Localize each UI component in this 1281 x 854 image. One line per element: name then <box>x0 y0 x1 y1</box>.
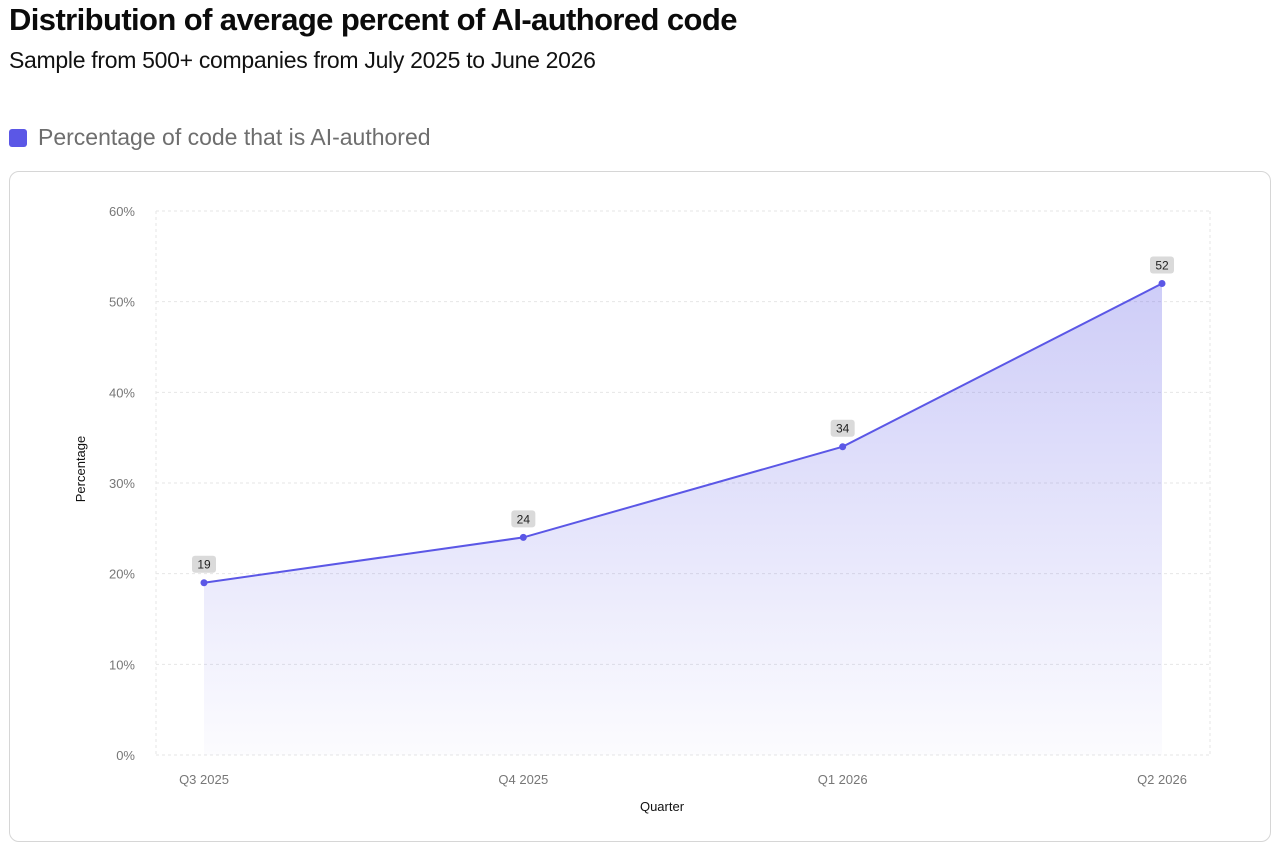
data-label: 34 <box>836 422 850 436</box>
data-points[interactable] <box>200 280 1166 587</box>
data-label-box <box>511 510 536 528</box>
chart-title: Distribution of average percent of AI-au… <box>9 2 737 37</box>
series-area <box>204 283 1162 755</box>
x-axis-ticks: Q3 2025 Q4 2025 Q1 2026 Q2 2026 <box>179 772 1187 787</box>
data-label: 52 <box>1155 259 1169 273</box>
data-labels: 19 24 34 52 <box>192 256 1174 573</box>
data-label: 19 <box>197 558 211 572</box>
data-point[interactable] <box>839 443 847 451</box>
x-tick-label: Q1 2026 <box>818 772 868 787</box>
x-axis-label: Quarter <box>640 799 685 814</box>
data-point[interactable] <box>519 533 527 541</box>
x-tick-label: Q4 2025 <box>498 772 548 787</box>
data-label: 24 <box>517 512 531 526</box>
legend-swatch <box>9 128 27 147</box>
chart-subtitle: Sample from 500+ companies from July 202… <box>9 47 596 73</box>
series-line <box>203 282 1163 584</box>
y-tick-label: 10% <box>109 657 135 672</box>
x-tick-label: Q3 2025 <box>179 772 229 787</box>
y-tick-label: 0% <box>116 748 135 763</box>
y-tick-label: 50% <box>109 295 135 310</box>
data-point[interactable] <box>1158 280 1166 288</box>
data-point[interactable] <box>200 579 208 587</box>
y-tick-label: 60% <box>109 204 135 219</box>
y-tick-label: 40% <box>109 385 135 400</box>
data-label-box <box>192 555 216 573</box>
legend[interactable]: Percentage of code that is AI-authored <box>9 124 431 151</box>
data-label-box <box>1150 256 1174 274</box>
y-axis-label: Percentage <box>73 436 88 503</box>
data-label-box <box>830 419 855 437</box>
y-tick-label: 30% <box>109 476 135 491</box>
legend-label: Percentage of code that is AI-authored <box>38 124 431 150</box>
x-tick-label: Q2 2026 <box>1137 772 1187 787</box>
y-tick-label: 20% <box>109 567 135 582</box>
y-axis-ticks: 0% 10% 20% 30% 40% 50% 60% <box>109 204 135 763</box>
